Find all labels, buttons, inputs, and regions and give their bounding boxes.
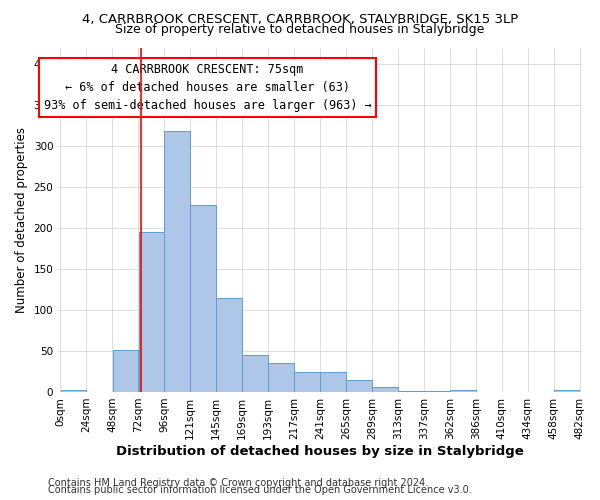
Bar	[346, 380, 372, 392]
Bar	[242, 355, 268, 392]
Bar	[61, 390, 86, 392]
Text: 4 CARRBROOK CRESCENT: 75sqm
← 6% of detached houses are smaller (63)
93% of semi: 4 CARRBROOK CRESCENT: 75sqm ← 6% of deta…	[44, 63, 371, 112]
Bar	[268, 364, 294, 392]
Text: Contains public sector information licensed under the Open Government Licence v3: Contains public sector information licen…	[48, 485, 472, 495]
Text: Contains HM Land Registry data © Crown copyright and database right 2024.: Contains HM Land Registry data © Crown c…	[48, 478, 428, 488]
Text: Size of property relative to detached houses in Stalybridge: Size of property relative to detached ho…	[115, 22, 485, 36]
Bar	[320, 372, 346, 392]
Bar	[424, 391, 449, 392]
Y-axis label: Number of detached properties: Number of detached properties	[15, 126, 28, 312]
Bar	[554, 390, 580, 392]
Bar	[164, 131, 190, 392]
Text: 4, CARRBROOK CRESCENT, CARRBROOK, STALYBRIDGE, SK15 3LP: 4, CARRBROOK CRESCENT, CARRBROOK, STALYB…	[82, 12, 518, 26]
Bar	[217, 298, 242, 392]
Bar	[398, 391, 424, 392]
Bar	[372, 387, 398, 392]
Bar	[450, 390, 476, 392]
X-axis label: Distribution of detached houses by size in Stalybridge: Distribution of detached houses by size …	[116, 444, 524, 458]
Bar	[113, 350, 138, 392]
Bar	[190, 205, 216, 392]
Bar	[139, 232, 164, 392]
Bar	[295, 372, 320, 392]
